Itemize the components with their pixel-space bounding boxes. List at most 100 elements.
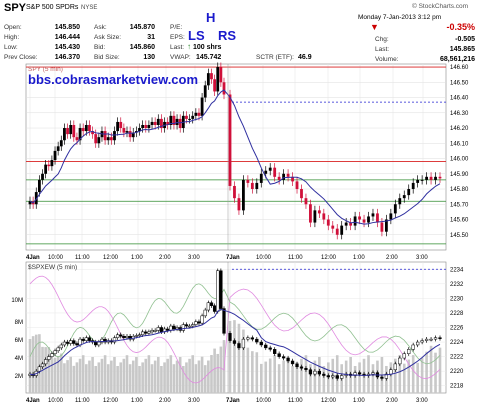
index-candle-body bbox=[429, 338, 433, 341]
price-candle-body bbox=[402, 195, 406, 199]
index-candle-body bbox=[200, 315, 204, 324]
price-x-label: 3:00 bbox=[188, 255, 200, 261]
volume-bar bbox=[282, 360, 285, 393]
index-candle-body bbox=[335, 375, 339, 379]
price-candle-body bbox=[113, 131, 116, 141]
volume-bar bbox=[50, 359, 54, 393]
volume-bar bbox=[255, 352, 259, 393]
index-candle-body bbox=[37, 366, 42, 372]
volume-bar bbox=[138, 366, 141, 393]
price-candle-body bbox=[91, 131, 94, 135]
pe-label: P/E: bbox=[170, 24, 183, 31]
volume-bar bbox=[106, 364, 110, 393]
volume-bar bbox=[322, 366, 326, 393]
price-candle-body bbox=[94, 134, 98, 144]
price-candle-body bbox=[59, 140, 63, 147]
volume-bar bbox=[110, 360, 113, 393]
index-candle-body bbox=[47, 356, 51, 360]
index-candle-body bbox=[140, 331, 145, 336]
price-candle-body bbox=[317, 210, 321, 214]
index-candle-body bbox=[299, 366, 304, 369]
index-candle-body bbox=[216, 270, 220, 312]
index-candle-body bbox=[380, 376, 384, 379]
index-candle-body bbox=[241, 338, 246, 349]
volume-bar bbox=[63, 363, 66, 393]
volume-bar bbox=[56, 355, 60, 393]
price-candle-body bbox=[172, 115, 176, 125]
price-candle-body bbox=[150, 121, 154, 125]
index-candle-body bbox=[134, 335, 139, 337]
price-candle-body bbox=[197, 112, 201, 116]
index-candle-body bbox=[137, 334, 142, 337]
price-tick-label: 145.60 bbox=[450, 218, 469, 224]
bid-value: 145.860 bbox=[129, 44, 155, 51]
price-candle-body bbox=[147, 124, 151, 129]
index-candle-body bbox=[43, 359, 48, 365]
price-candle-body bbox=[116, 121, 120, 132]
price-candle-body bbox=[50, 160, 54, 167]
volume-bar bbox=[304, 355, 308, 393]
index-candle-body bbox=[250, 337, 254, 340]
price-tick-label: 145.80 bbox=[450, 187, 469, 193]
price-candle-body bbox=[313, 210, 317, 223]
index-candle-body bbox=[389, 369, 393, 375]
volume-bar bbox=[411, 355, 415, 393]
index-candle-body bbox=[65, 341, 70, 344]
index-candle-body bbox=[197, 321, 201, 324]
index-candle-body bbox=[53, 350, 57, 354]
price-x-label: 2:00 bbox=[386, 255, 398, 261]
price-candle-body bbox=[331, 225, 335, 229]
price-candle-body bbox=[119, 121, 123, 129]
index-candle-body bbox=[219, 270, 223, 309]
index-tick-label: 2226 bbox=[450, 326, 464, 332]
index-candle-body bbox=[40, 363, 45, 368]
index-green-line bbox=[29, 283, 441, 365]
volume-bar bbox=[44, 347, 47, 393]
volume-bar bbox=[28, 339, 32, 393]
price-candle-body bbox=[398, 198, 402, 205]
price-tick-label: 145.50 bbox=[450, 233, 469, 239]
volume-bar bbox=[389, 362, 393, 393]
price-x-label: 11:00 bbox=[75, 255, 90, 261]
sctr-label: SCTR (ETF): bbox=[256, 54, 294, 61]
volume-bar bbox=[407, 359, 411, 393]
index-candle-body bbox=[172, 325, 176, 330]
volume-bar bbox=[59, 353, 63, 393]
index-candle-body bbox=[100, 338, 104, 343]
change-percent: -0.35% bbox=[446, 22, 475, 32]
index-candle-body bbox=[115, 334, 120, 338]
index-candle-body bbox=[144, 331, 148, 334]
last-trade-value: 100 shrs bbox=[193, 44, 222, 51]
volume-bar bbox=[237, 323, 241, 393]
last-trade-label: Last: bbox=[170, 44, 185, 51]
index-candle-body bbox=[156, 327, 160, 331]
volume-bar bbox=[358, 362, 361, 393]
bid-label: Bid: bbox=[94, 44, 106, 51]
index-candle-body bbox=[97, 341, 101, 346]
volume-bar bbox=[153, 360, 157, 393]
price-candle-body bbox=[81, 128, 85, 132]
volume-bar bbox=[402, 363, 406, 393]
price-x-label: 4Jan bbox=[26, 255, 40, 261]
quote-date: Monday 7-Jan-2013 3:12 pm bbox=[358, 14, 442, 21]
index-candle-body bbox=[246, 337, 250, 340]
price-x-label: 12:00 bbox=[321, 255, 337, 261]
index-candle-body bbox=[212, 305, 217, 312]
index-candle-body bbox=[331, 375, 335, 378]
volume-bar bbox=[228, 321, 232, 393]
price-candle-body bbox=[69, 124, 73, 135]
volume-bar bbox=[116, 366, 119, 393]
price-candle-body bbox=[376, 213, 379, 223]
volume-bar bbox=[300, 358, 303, 393]
price-candle-body bbox=[216, 67, 220, 92]
index-candle-body bbox=[420, 340, 424, 343]
price-candle-body bbox=[97, 137, 101, 144]
volume-bar bbox=[66, 360, 69, 393]
index-candle-body bbox=[112, 337, 117, 343]
price-candle-body bbox=[237, 198, 241, 211]
price-candle-body bbox=[407, 189, 411, 196]
volume-bar bbox=[394, 358, 397, 393]
index-candle-body bbox=[433, 337, 438, 340]
index-candle-body bbox=[50, 353, 54, 357]
volume-bar bbox=[91, 356, 94, 393]
